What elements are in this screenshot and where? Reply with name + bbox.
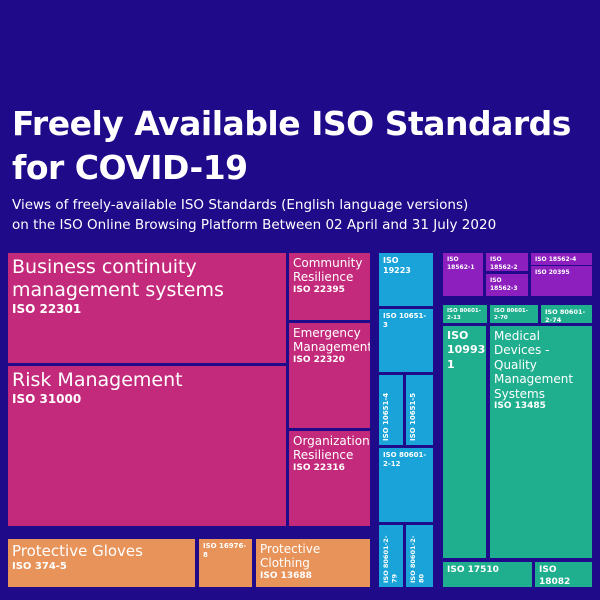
tile-code: ISO 22316 bbox=[293, 462, 345, 473]
tile: ISO 20395 bbox=[531, 266, 592, 296]
tile: ISO 80601-2-74 bbox=[541, 305, 592, 323]
tile: Protective Gloves ISO 374-5 bbox=[8, 539, 195, 587]
tile: ISO 19223 bbox=[379, 253, 433, 306]
tile: ISO 10651-4 bbox=[379, 375, 403, 445]
tile-code: ISO 80601-2-13 bbox=[447, 308, 482, 322]
tile: ISO 80601-2-80 bbox=[406, 525, 433, 587]
title-line: for COVID-19 bbox=[12, 148, 248, 187]
tile-code: ISO 18562-4 bbox=[535, 256, 577, 263]
tile-code: ISO 80601-2-80 bbox=[409, 535, 426, 583]
tile-name: Medical Devices - Quality Management Sys… bbox=[494, 329, 574, 401]
tile: Business continuity management systems IS… bbox=[8, 253, 286, 363]
tile-code: ISO 13485 bbox=[494, 400, 546, 411]
title-line: Freely Available ISO Standards bbox=[12, 104, 571, 143]
tile-code: ISO 22301 bbox=[12, 301, 82, 316]
tile-code: ISO 17510 bbox=[447, 565, 499, 575]
tile-name: Business continuity management systems bbox=[12, 256, 224, 301]
tile: Protective Clothing ISO 13688 bbox=[256, 539, 370, 587]
tile: ISO 16976-8 bbox=[199, 539, 252, 587]
tile: ISO 17510 bbox=[443, 562, 532, 587]
tile: Risk Management ISO 31000 bbox=[8, 366, 286, 526]
tile: ISO 18562-1 bbox=[443, 253, 483, 296]
tile: ISO 10651-3 bbox=[379, 309, 433, 372]
tile: Community Resilience ISO 22395 bbox=[289, 253, 370, 320]
tile-code: ISO 80601-2-12 bbox=[383, 451, 427, 469]
tile: ISO 80601-2-70 bbox=[490, 305, 538, 323]
tile-name: Emergency Management bbox=[293, 326, 370, 355]
tile-name: Protective Clothing bbox=[260, 542, 321, 571]
tile-code: ISO 22320 bbox=[293, 354, 345, 365]
tile-code: ISO 16976-8 bbox=[203, 542, 247, 560]
tile-code: ISO 80601-2-79 bbox=[382, 535, 399, 583]
tile-name: Organizational Resilience bbox=[293, 434, 370, 463]
tile-code: ISO 18562-2 bbox=[490, 256, 518, 271]
tile-code: ISO 10993-1 bbox=[447, 329, 486, 371]
subtitle: Views of freely-available ISO Standards … bbox=[12, 195, 496, 235]
subtitle-line: on the ISO Online Browsing Platform Betw… bbox=[12, 217, 497, 233]
tile: ISO 18562-2 bbox=[486, 253, 528, 271]
tile-code: ISO 80601-2-74 bbox=[545, 308, 586, 323]
tile-code: ISO 13688 bbox=[260, 570, 312, 581]
tile: ISO 18562-3 bbox=[486, 274, 528, 296]
tile-name: Risk Management bbox=[12, 369, 183, 391]
tile-code: ISO 19223 bbox=[383, 256, 411, 276]
subtitle-line: Views of freely-available ISO Standards … bbox=[12, 197, 469, 213]
tile: ISO 80601-2-12 bbox=[379, 448, 433, 522]
tile-code: ISO 18082 bbox=[539, 565, 571, 587]
tile: Emergency Management ISO 22320 bbox=[289, 323, 370, 428]
tile: ISO 10651-5 bbox=[406, 375, 433, 445]
tile: ISO 18082 bbox=[535, 562, 592, 587]
tile: Medical Devices - Quality Management Sys… bbox=[490, 326, 592, 558]
tile-code: ISO 10651-5 bbox=[409, 392, 417, 441]
tile-name: Protective Gloves bbox=[12, 542, 143, 560]
tile-code: ISO 31000 bbox=[12, 391, 82, 406]
tile-code: ISO 18562-3 bbox=[490, 277, 518, 292]
tile-code: ISO 22395 bbox=[293, 284, 345, 295]
tile-code: ISO 374-5 bbox=[12, 561, 67, 572]
title: Freely Available ISO Standards for COVID… bbox=[12, 102, 571, 190]
tile: ISO 80601-2-13 bbox=[443, 305, 487, 323]
tile-code: ISO 10651-4 bbox=[382, 392, 390, 441]
tile: ISO 18562-4 bbox=[531, 253, 592, 265]
tile-code: ISO 10651-3 bbox=[383, 312, 427, 330]
tile-name: Community Resilience bbox=[293, 256, 363, 285]
tile-code: ISO 20395 bbox=[535, 269, 570, 276]
tile-code: ISO 18562-1 bbox=[447, 256, 475, 271]
tile: ISO 80601-2-79 bbox=[379, 525, 403, 587]
tile-code: ISO 80601-2-70 bbox=[494, 308, 529, 322]
tile: ISO 10993-1 bbox=[443, 326, 486, 558]
